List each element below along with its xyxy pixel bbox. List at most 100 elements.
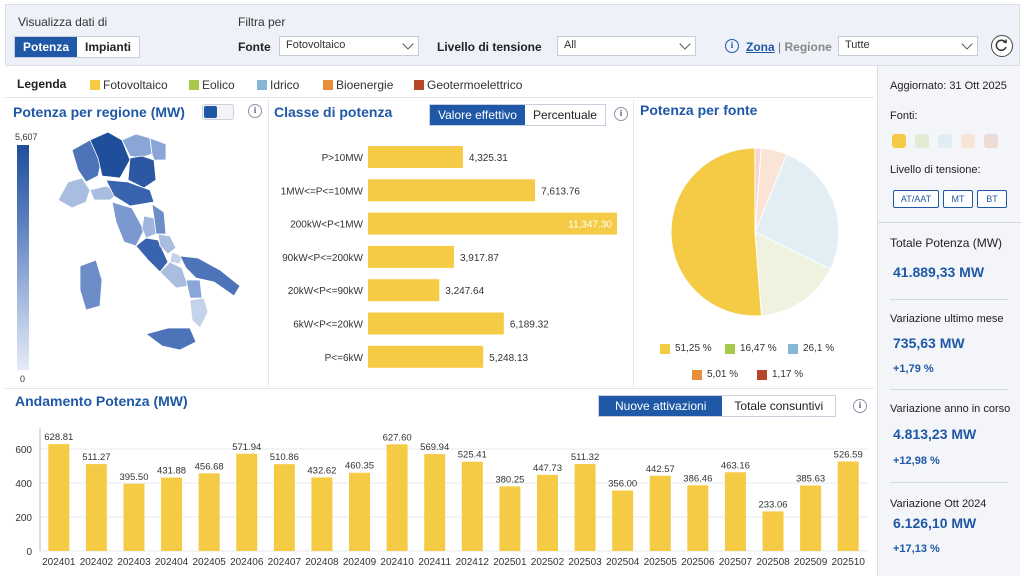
trend-value-label: 525.41 xyxy=(458,450,487,461)
tensione-at-button[interactable]: AT/AAT xyxy=(893,190,939,208)
total-value: 41.889,33 MW xyxy=(893,264,985,280)
regione-link[interactable]: Regione xyxy=(784,40,832,54)
fonte-swatch-eolico[interactable] xyxy=(915,134,929,148)
map-scale-max: 5,607 xyxy=(15,132,38,142)
region-umbria[interactable] xyxy=(141,215,157,239)
trend-category-label: 202503 xyxy=(568,557,602,568)
trend-value-label: 460.35 xyxy=(345,461,374,472)
trend-bar xyxy=(386,444,408,551)
legend-label: Eolico xyxy=(202,78,235,92)
region-marche[interactable] xyxy=(151,203,167,235)
divider xyxy=(5,388,874,389)
region-friuli[interactable] xyxy=(149,137,167,161)
class-bar-chart: P>10MW 4,325.31 1MW<=P<=10MW 7,613.76 200kW<… xyxy=(269,140,631,375)
tensione-mt-button[interactable]: MT xyxy=(943,190,973,208)
region-puglia[interactable] xyxy=(179,255,241,297)
prev-pct: +17,13 % xyxy=(893,543,940,555)
legend-swatch xyxy=(757,369,767,380)
tensione-select-value: All xyxy=(564,39,577,51)
trend-bar xyxy=(499,486,521,551)
y-tick-label: 0 xyxy=(26,547,32,558)
valore-effettivo-button[interactable]: Valore effettivo xyxy=(430,105,525,125)
pie-slice-idrico xyxy=(754,153,840,270)
pie-legend-item: 26,1 % xyxy=(788,343,834,354)
trend-bar xyxy=(536,474,558,551)
prev-label: Variazione Ott 2024 xyxy=(890,498,987,510)
region-lombardia[interactable] xyxy=(89,131,131,179)
region-toscana[interactable] xyxy=(111,201,145,247)
region-sardegna[interactable] xyxy=(79,259,103,311)
zona-link[interactable]: Zona xyxy=(746,40,775,54)
legend-item-eolico: Eolico xyxy=(189,78,235,92)
trend-category-label: 202402 xyxy=(80,557,114,568)
region-campania[interactable] xyxy=(159,261,189,289)
fonte-swatch-geotermoelettrico[interactable] xyxy=(984,134,998,148)
trend-category-label: 202411 xyxy=(418,557,451,568)
pie-legend-item: 51,25 % xyxy=(660,343,712,354)
legend-item-bioenergie: Bioenergie xyxy=(323,78,393,92)
fonte-swatch-idrico[interactable] xyxy=(938,134,952,148)
chevron-down-icon xyxy=(679,38,691,50)
trend-value-label: 432.62 xyxy=(307,465,336,476)
info-icon[interactable]: i xyxy=(725,39,739,53)
region-molise[interactable] xyxy=(169,251,183,265)
region-veneto[interactable] xyxy=(127,155,157,189)
trend-value-label: 385.63 xyxy=(796,473,825,484)
nuove-attivazioni-button[interactable]: Nuove attivazioni xyxy=(599,396,723,416)
view-potenza-button[interactable]: Potenza xyxy=(15,37,78,57)
trend-category-label: 202408 xyxy=(305,557,339,568)
region-emilia-romagna[interactable] xyxy=(105,179,155,207)
pie-legend-label: 1,17 % xyxy=(772,369,804,380)
regione-select[interactable]: Tutte xyxy=(838,36,978,56)
totale-consuntivi-button[interactable]: Totale consuntivi xyxy=(734,399,824,413)
prev-value: 6.126,10 MW xyxy=(893,515,977,531)
class-value-label: 3,247.64 xyxy=(445,286,484,297)
region-abruzzo[interactable] xyxy=(157,233,177,255)
trend-category-label: 202509 xyxy=(794,557,828,568)
class-toggle: Valore effettivo Percentuale xyxy=(429,104,606,126)
regione-select-value: Tutte xyxy=(845,39,870,51)
fonte-swatch-fotovoltaico[interactable] xyxy=(892,134,906,148)
trend-toggle: Nuove attivazioni Totale consuntivi xyxy=(598,395,837,417)
source-pie-chart[interactable] xyxy=(670,147,840,317)
region-valle-aosta-piemonte[interactable] xyxy=(57,177,91,209)
class-category-label: 1MW<=P<=10MW xyxy=(281,186,364,197)
class-bar xyxy=(368,312,504,335)
view-impianti-button[interactable]: Impianti xyxy=(85,40,132,54)
info-icon[interactable]: i xyxy=(853,399,867,413)
trend-value-label: 380.25 xyxy=(495,474,524,485)
legend-label: Bioenergie xyxy=(336,78,394,92)
region-sicilia[interactable] xyxy=(145,327,197,351)
trend-category-label: 202407 xyxy=(268,557,302,568)
trend-bar xyxy=(612,490,634,551)
trend-bar xyxy=(837,461,859,551)
fonte-select[interactable]: Fotovoltaico xyxy=(279,36,419,56)
trend-bar xyxy=(236,453,258,551)
trend-value-label: 386.46 xyxy=(683,473,712,484)
class-category-label: P<=6kW xyxy=(325,353,364,364)
month-value: 735,63 MW xyxy=(893,335,965,351)
divider xyxy=(878,222,1021,223)
fonte-select-value: Fotovoltaico xyxy=(286,39,346,51)
legend-swatch xyxy=(323,80,333,90)
percentuale-button[interactable]: Percentuale xyxy=(532,108,597,122)
legend-swatch xyxy=(189,80,199,90)
info-icon[interactable]: i xyxy=(614,107,628,121)
tensione-bt-button[interactable]: BT xyxy=(977,190,1007,208)
tensione-select[interactable]: All xyxy=(557,36,696,56)
trend-bar xyxy=(85,464,107,551)
refresh-button[interactable] xyxy=(991,35,1013,57)
trend-category-label: 202502 xyxy=(531,557,565,568)
legend-swatch xyxy=(257,80,267,90)
region-calabria[interactable] xyxy=(189,297,209,329)
map-toggle[interactable] xyxy=(202,104,234,120)
divider xyxy=(890,389,1008,390)
chevron-down-icon xyxy=(961,38,973,50)
trend-value-label: 463.16 xyxy=(721,460,750,471)
info-icon[interactable]: i xyxy=(248,104,262,118)
class-value-label: 6,189.32 xyxy=(510,320,549,331)
fonte-swatch-bioenergie[interactable] xyxy=(961,134,975,148)
region-basilicata[interactable] xyxy=(185,279,203,299)
italy-map[interactable] xyxy=(50,130,250,360)
legend-swatch xyxy=(788,343,798,354)
